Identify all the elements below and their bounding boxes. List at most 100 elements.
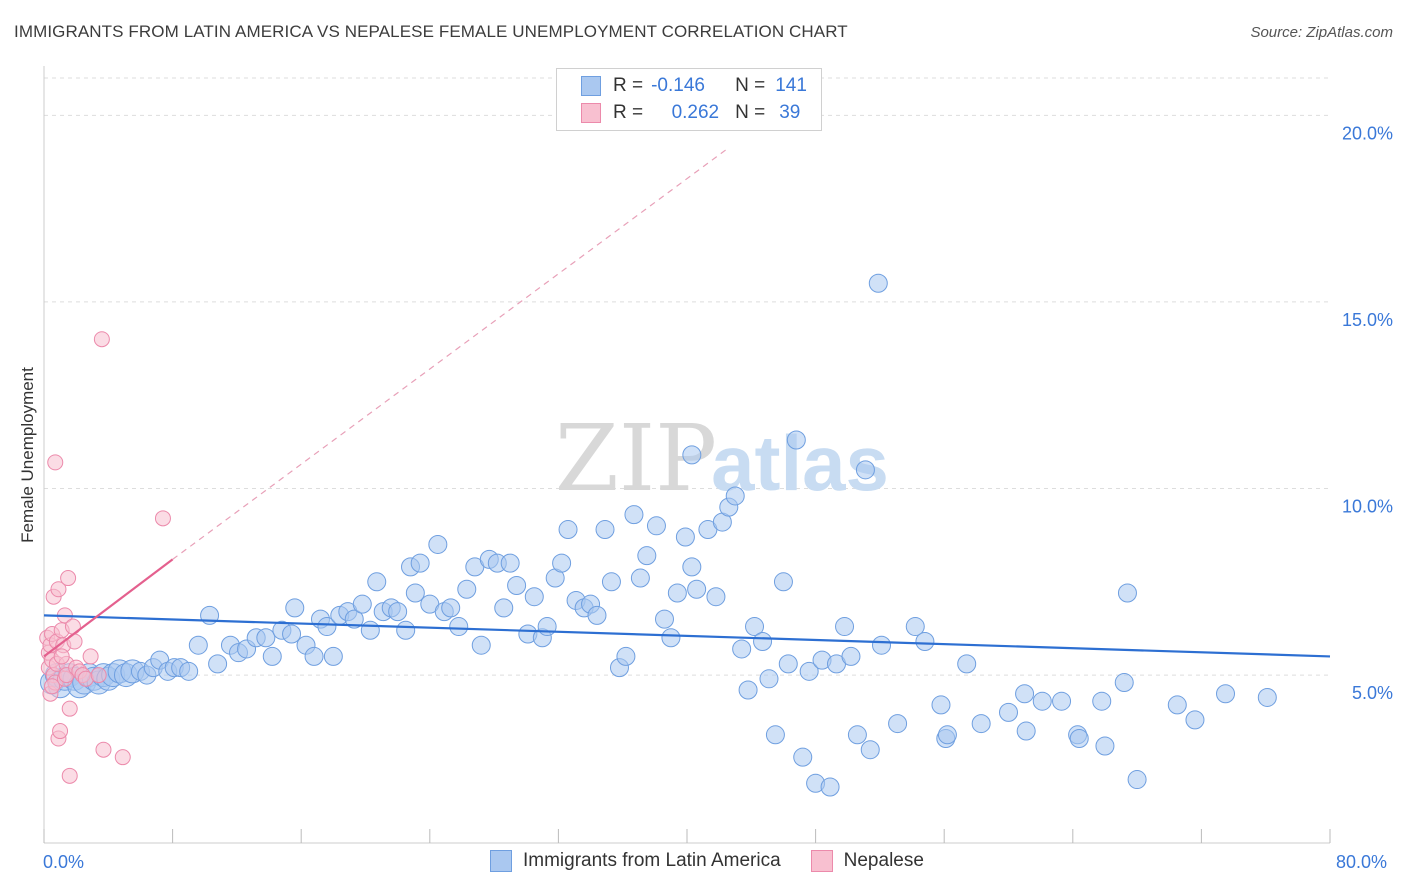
data-point-latin-america <box>759 669 779 689</box>
data-point-latin-america <box>256 628 276 648</box>
data-point-latin-america <box>654 609 674 629</box>
trend-line-latin-america <box>43 614 1331 658</box>
data-point-latin-america <box>847 725 867 745</box>
data-point-latin-america <box>675 527 695 547</box>
data-point-latin-america <box>1052 691 1072 711</box>
series-legend: Immigrants from Latin America Nepalese <box>490 850 954 872</box>
data-point-latin-america <box>773 572 793 592</box>
data-point-latin-america <box>352 594 372 614</box>
data-point-latin-america <box>957 654 977 674</box>
data-point-latin-america <box>778 654 798 674</box>
legend-swatch-latin-america <box>490 850 512 872</box>
legend-r-label: R = <box>613 75 644 96</box>
data-point-latin-america <box>285 598 305 618</box>
trend-line-nepalese-extended <box>172 148 728 560</box>
legend-n-label: N = <box>735 102 766 123</box>
data-point-latin-america <box>616 646 636 666</box>
legend-r-value-nepalese: 0.262 <box>671 102 720 123</box>
data-point-latin-america <box>1015 684 1035 704</box>
data-point-latin-america <box>449 617 469 637</box>
legend-row-latin-america: R = -0.146 N = 141 <box>581 74 807 98</box>
data-point-latin-america <box>841 646 861 666</box>
legend-row-nepalese: R = 0.262 N = 39 <box>581 101 800 125</box>
data-point-latin-america <box>667 583 687 603</box>
data-point-latin-america <box>725 486 745 506</box>
data-point-nepalese <box>82 648 99 665</box>
legend-item-nepalese[interactable]: Nepalese <box>810 850 924 872</box>
series-latin-america-points <box>40 273 1277 797</box>
data-point-latin-america <box>888 714 908 734</box>
data-point-latin-america <box>262 646 282 666</box>
data-point-latin-america <box>637 546 657 566</box>
data-point-nepalese <box>50 581 67 598</box>
data-point-nepalese <box>154 510 171 527</box>
data-point-latin-america <box>786 430 806 450</box>
data-point-latin-america <box>1216 684 1236 704</box>
legend-label-latin-america: Immigrants from Latin America <box>523 850 781 871</box>
data-point-latin-america <box>471 635 491 655</box>
y-tick-label: 20.0% <box>1342 123 1393 143</box>
data-point-latin-america <box>457 579 477 599</box>
data-point-latin-america <box>1032 691 1052 711</box>
data-point-latin-america <box>524 587 544 607</box>
data-point-latin-america <box>905 617 925 637</box>
trend-line-nepalese <box>43 558 174 658</box>
data-point-latin-america <box>507 576 527 596</box>
data-point-latin-america <box>410 553 430 573</box>
data-point-latin-america <box>687 579 707 599</box>
data-point-latin-america <box>388 602 408 622</box>
chart-title: IMMIGRANTS FROM LATIN AMERICA VS NEPALES… <box>14 22 848 41</box>
data-point-nepalese <box>53 648 70 665</box>
legend-label-nepalese: Nepalese <box>843 850 924 871</box>
legend-swatch-nepalese <box>581 103 601 123</box>
data-point-latin-america <box>1092 691 1112 711</box>
data-point-latin-america <box>601 572 621 592</box>
legend-n-value-nepalese: 39 <box>779 102 801 123</box>
data-point-latin-america <box>552 553 572 573</box>
data-point-latin-america <box>765 725 785 745</box>
data-point-nepalese <box>52 723 69 740</box>
data-point-latin-america <box>304 646 324 666</box>
data-point-nepalese <box>90 667 107 684</box>
x-tick-max: 80.0% <box>1336 852 1388 872</box>
data-point-latin-america <box>835 617 855 637</box>
data-point-latin-america <box>500 553 520 573</box>
data-point-nepalese <box>95 741 112 758</box>
data-point-latin-america <box>868 273 888 293</box>
data-point-latin-america <box>793 747 813 767</box>
trend-lines <box>43 148 1331 658</box>
data-point-latin-america <box>682 557 702 577</box>
data-point-latin-america <box>367 572 387 592</box>
data-point-latin-america <box>646 516 666 536</box>
data-point-latin-america <box>360 620 380 640</box>
data-point-latin-america <box>405 583 425 603</box>
legend-swatch-latin-america <box>581 76 601 96</box>
source-label: Source: ZipAtlas.com <box>1250 24 1393 41</box>
data-point-latin-america <box>428 534 448 554</box>
data-point-latin-america <box>344 609 364 629</box>
legend-item-latin-america[interactable]: Immigrants from Latin America <box>490 850 781 872</box>
data-point-latin-america <box>738 680 758 700</box>
data-point-nepalese <box>44 678 61 695</box>
data-point-latin-america <box>971 714 991 734</box>
data-point-latin-america <box>931 695 951 715</box>
data-point-latin-america <box>682 445 702 465</box>
data-point-latin-america <box>1257 687 1277 707</box>
series-nepalese-points <box>39 331 171 784</box>
legend-n-label: N = <box>735 75 766 96</box>
data-point-latin-america <box>1127 770 1147 790</box>
data-point-latin-america <box>587 605 607 625</box>
data-point-nepalese <box>61 767 78 784</box>
data-point-latin-america <box>820 777 840 797</box>
data-point-nepalese <box>93 331 110 348</box>
y-tick-labels: 5.0% 10.0% 15.0% 20.0% <box>1342 123 1393 703</box>
data-point-latin-america <box>537 617 557 637</box>
data-point-latin-america <box>1117 583 1137 603</box>
data-point-latin-america <box>1185 710 1205 730</box>
data-point-latin-america <box>630 568 650 588</box>
data-point-latin-america <box>999 702 1018 722</box>
y-tick-label: 15.0% <box>1342 310 1393 330</box>
data-point-latin-america <box>1095 736 1115 756</box>
legend-r-value-latin-america: -0.146 <box>651 75 705 96</box>
data-point-latin-america <box>1069 729 1089 749</box>
